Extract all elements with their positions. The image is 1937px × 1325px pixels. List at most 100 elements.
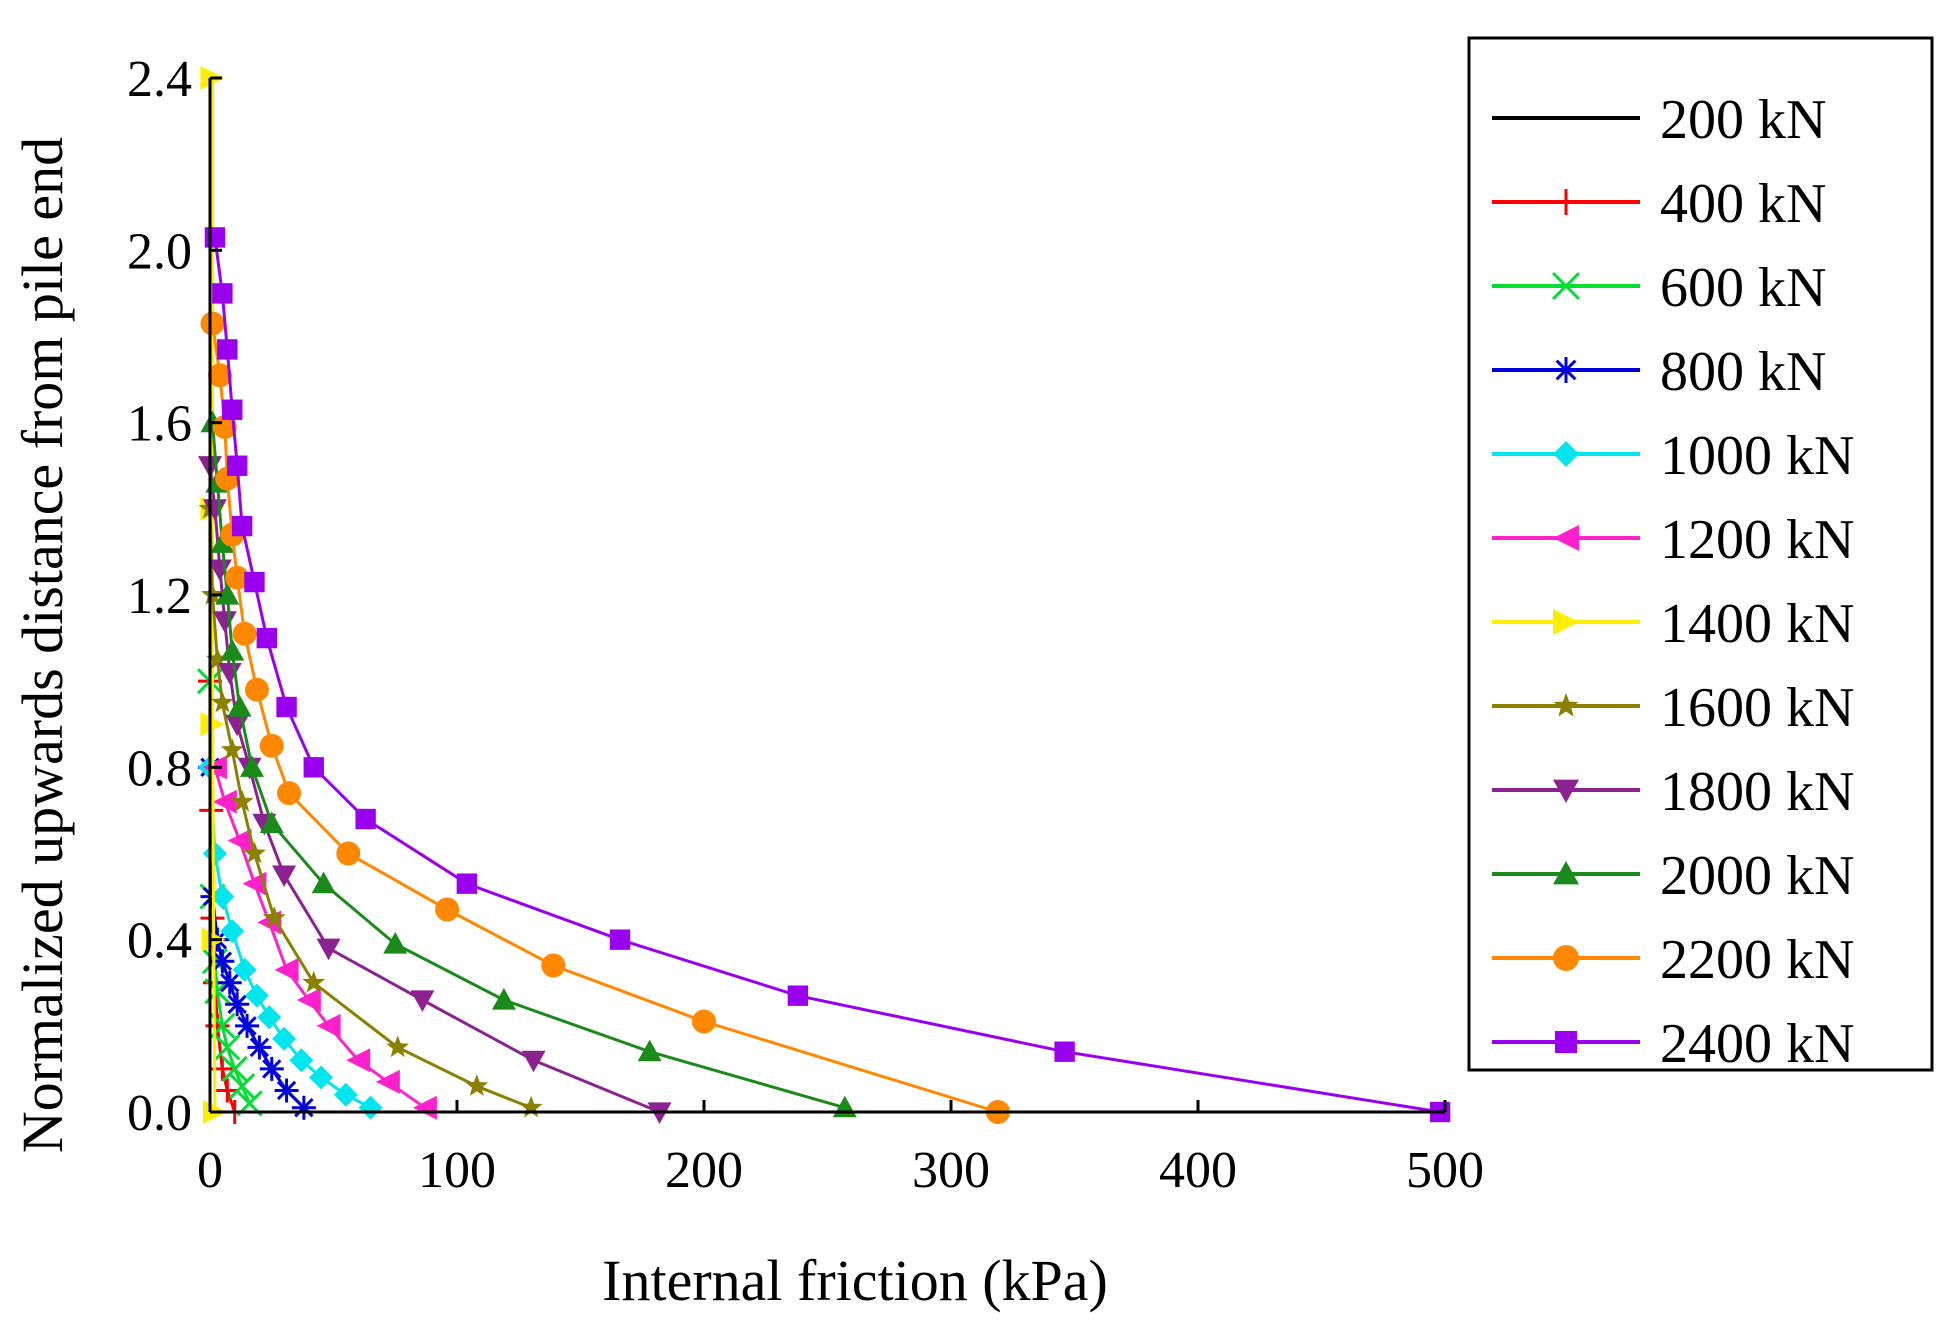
data-point bbox=[637, 1039, 662, 1062]
data-point bbox=[302, 970, 326, 993]
data-point bbox=[227, 695, 252, 717]
data-point bbox=[239, 755, 264, 777]
data-point bbox=[1551, 271, 1581, 301]
legend-entry: 200 kN bbox=[1492, 89, 1826, 151]
y-tick-label: 1.2 bbox=[127, 568, 192, 625]
data-point bbox=[200, 311, 225, 336]
x-tick-label: 100 bbox=[418, 1142, 496, 1199]
data-point bbox=[222, 399, 243, 420]
data-point bbox=[1553, 189, 1579, 215]
data-point bbox=[220, 639, 245, 661]
legend-label: 1200 kN bbox=[1660, 509, 1854, 571]
data-point bbox=[232, 957, 257, 982]
data-point bbox=[316, 1013, 341, 1038]
data-point bbox=[316, 938, 341, 961]
y-axis-title: Normalized upwards distance from pile en… bbox=[10, 137, 75, 1153]
plot-area bbox=[196, 66, 1451, 1124]
x-tick-label: 0 bbox=[197, 1142, 223, 1199]
data-point bbox=[210, 690, 234, 713]
data-point bbox=[210, 531, 235, 553]
data-point bbox=[274, 1078, 299, 1103]
legend-entry: 1000 kN bbox=[1492, 425, 1854, 487]
legend-label: 800 kN bbox=[1660, 341, 1826, 403]
data-point bbox=[383, 931, 408, 954]
x-ticks: 0 100 200 300 400 500 bbox=[197, 1100, 1484, 1199]
data-point bbox=[210, 884, 235, 909]
x-tick-label: 500 bbox=[1406, 1142, 1484, 1199]
data-point bbox=[215, 1078, 240, 1103]
legend-label: 1800 kN bbox=[1660, 761, 1854, 823]
legend-entry: 2000 kN bbox=[1492, 845, 1854, 907]
data-point bbox=[244, 983, 269, 1008]
data-point bbox=[692, 1009, 716, 1034]
data-point bbox=[227, 828, 252, 853]
data-point bbox=[1553, 945, 1579, 971]
data-point bbox=[202, 841, 227, 866]
data-point bbox=[272, 865, 297, 888]
data-point bbox=[289, 1048, 314, 1073]
data-point bbox=[309, 1065, 334, 1090]
legend-entry: 800 kN bbox=[1492, 341, 1826, 403]
data-point bbox=[1553, 525, 1579, 551]
series-line bbox=[213, 237, 1441, 1114]
legend-box bbox=[1467, 36, 1934, 1072]
y-tick-label: 0.8 bbox=[127, 740, 192, 797]
data-point bbox=[375, 1069, 400, 1094]
data-point bbox=[311, 871, 336, 894]
x-tick-label: 200 bbox=[665, 1142, 743, 1199]
data-point bbox=[231, 515, 253, 537]
data-point bbox=[259, 1056, 284, 1081]
y-tick-label: 2.4 bbox=[127, 51, 192, 108]
data-point bbox=[215, 583, 240, 605]
data-point bbox=[333, 1082, 358, 1107]
data-point bbox=[244, 677, 269, 702]
data-point bbox=[521, 1050, 546, 1073]
series-1000-kn bbox=[198, 755, 383, 1120]
data-point bbox=[212, 283, 233, 304]
data-point bbox=[204, 227, 226, 248]
series-line bbox=[208, 508, 532, 1110]
legend-entry: 1800 kN bbox=[1492, 761, 1854, 823]
data-point bbox=[200, 712, 225, 737]
data-point bbox=[225, 992, 250, 1017]
data-point bbox=[410, 990, 435, 1012]
series-2400-kn bbox=[204, 227, 1451, 1123]
data-point bbox=[225, 565, 250, 590]
data-point bbox=[787, 985, 809, 1006]
data-point bbox=[257, 1005, 282, 1030]
data-point bbox=[1553, 357, 1579, 383]
data-point bbox=[276, 696, 297, 718]
legend-label: 2000 kN bbox=[1660, 845, 1854, 907]
data-point bbox=[247, 1035, 272, 1060]
data-point bbox=[244, 571, 265, 593]
x-tick-label: 300 bbox=[912, 1142, 990, 1199]
data-point bbox=[1553, 693, 1579, 717]
data-point bbox=[214, 1034, 241, 1061]
legend-label: 600 kN bbox=[1660, 257, 1826, 319]
legend-label: 1400 kN bbox=[1660, 593, 1854, 655]
series-2000-kn bbox=[200, 410, 857, 1118]
legend-label: 1600 kN bbox=[1660, 677, 1854, 739]
data-point bbox=[232, 621, 257, 646]
data-point bbox=[346, 1048, 371, 1073]
data-point bbox=[609, 929, 631, 950]
data-point bbox=[259, 733, 284, 758]
data-point bbox=[235, 1013, 260, 1038]
legend-entry: 400 kN bbox=[1492, 173, 1826, 235]
legend-label: 2200 kN bbox=[1660, 929, 1854, 991]
legend-entry: 1400 kN bbox=[1492, 593, 1854, 655]
x-tick-label: 400 bbox=[1159, 1142, 1237, 1199]
data-point bbox=[541, 953, 566, 978]
data-point bbox=[207, 363, 232, 388]
data-point bbox=[243, 841, 266, 864]
data-point bbox=[262, 906, 286, 928]
data-point bbox=[435, 897, 460, 922]
data-point bbox=[212, 611, 237, 633]
data-point bbox=[1553, 861, 1579, 885]
x-axis-title: Internal friction (kPa) bbox=[602, 1248, 1108, 1313]
data-point bbox=[277, 781, 302, 806]
data-point bbox=[519, 1095, 543, 1118]
data-point bbox=[465, 1074, 489, 1096]
